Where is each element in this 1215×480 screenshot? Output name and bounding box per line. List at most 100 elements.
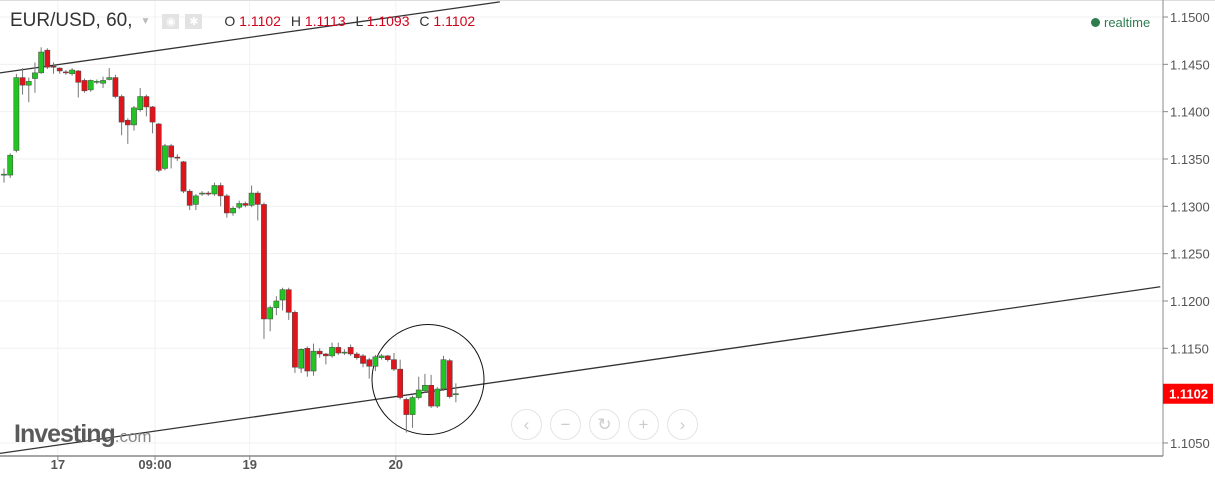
candle-body <box>415 389 422 398</box>
zoom-out-button[interactable]: − <box>550 409 581 440</box>
trendline <box>0 1 500 74</box>
candle-up <box>341 349 348 355</box>
candle-up <box>7 153 14 178</box>
logo-text: Investing <box>14 420 116 448</box>
candle-up <box>199 191 205 196</box>
candle-up <box>94 79 100 85</box>
candle-body <box>205 192 212 195</box>
logo-suffix: .com <box>114 427 152 446</box>
circle-annotation <box>371 324 485 436</box>
candle-body <box>446 360 453 397</box>
candle-up <box>230 206 236 216</box>
candle-body <box>279 289 286 301</box>
candle-up <box>453 383 459 403</box>
candle-up <box>13 73 20 153</box>
reset-button[interactable]: ↻ <box>589 409 620 440</box>
candle-body <box>267 307 274 320</box>
candle-down <box>217 182 224 207</box>
candle-down <box>186 189 193 211</box>
gear-icon[interactable]: ✱ <box>185 13 203 29</box>
current-price-label: 1.1102 <box>1169 387 1208 402</box>
trendline <box>0 286 1161 455</box>
candle-down <box>316 348 323 358</box>
candle-down <box>242 201 249 208</box>
candle-body <box>254 192 261 205</box>
candle-up <box>273 296 280 316</box>
candle-body <box>335 347 342 354</box>
candle-body <box>19 77 26 86</box>
candle-down <box>19 68 26 95</box>
x-tick-label: 20 <box>389 457 403 472</box>
y-tick-label: 1.1450 <box>1170 57 1210 72</box>
current-price-badge <box>1163 383 1213 404</box>
candle-body <box>242 203 249 206</box>
candle-body <box>87 80 94 91</box>
y-tick-label: 1.1200 <box>1170 294 1210 309</box>
candle-down <box>428 374 434 408</box>
y-tick-label: 1.1250 <box>1170 247 1210 262</box>
candle-down <box>205 191 212 196</box>
scroll-left-button[interactable]: ‹ <box>511 409 542 440</box>
candle-down <box>50 62 57 74</box>
y-tick-label: 1.1500 <box>1170 10 1210 25</box>
candle-body <box>353 353 360 359</box>
candle-up <box>100 76 106 88</box>
symbol-label[interactable]: EUR/USD, 60, <box>10 10 133 31</box>
zoom-in-button[interactable]: + <box>628 409 659 440</box>
x-tick-label: 17 <box>51 457 65 472</box>
chevron-down-icon[interactable]: ▼ <box>140 15 151 27</box>
candle-body <box>94 81 100 83</box>
candle-down <box>149 105 156 134</box>
candle-body <box>106 77 113 80</box>
candle-up <box>440 355 447 391</box>
x-tick-label: 09:00 <box>138 457 171 472</box>
candle-down <box>397 359 404 400</box>
candle-body <box>50 65 57 68</box>
candle-down <box>56 67 63 74</box>
candle-down <box>168 143 174 169</box>
candle-down <box>323 353 329 365</box>
y-tick-label: 1.1400 <box>1170 105 1210 120</box>
candle-up <box>329 342 335 358</box>
candle-body <box>236 203 243 208</box>
candle-down <box>223 194 230 218</box>
candle-body <box>316 350 323 355</box>
candle-body <box>137 96 144 111</box>
scroll-right-button[interactable]: › <box>667 409 698 440</box>
candle-body <box>124 119 131 126</box>
candle-down <box>304 346 311 377</box>
candle-body <box>100 80 106 84</box>
candle-body <box>453 393 459 395</box>
grid <box>0 0 1163 456</box>
close-label: C <box>419 13 430 29</box>
candle-body <box>69 69 75 75</box>
realtime-label: realtime <box>1104 15 1151 30</box>
candle-up <box>267 305 274 332</box>
candle-body <box>285 289 292 313</box>
candle-up <box>378 353 385 360</box>
candle-up <box>38 47 44 74</box>
candle-down <box>292 310 298 373</box>
candle-down <box>347 344 354 356</box>
candle-body <box>273 300 280 308</box>
candle-up <box>87 79 94 92</box>
candle-body <box>304 348 311 372</box>
candle-up <box>236 200 243 210</box>
open-label: O <box>224 13 236 29</box>
candle-up <box>25 77 32 103</box>
candle-body <box>162 145 168 169</box>
candle-up <box>211 182 218 196</box>
eye-icon[interactable]: ◉ <box>162 13 180 29</box>
candle-up <box>137 87 144 112</box>
investing-logo: Investing.com <box>14 420 152 449</box>
candle-body <box>341 351 348 354</box>
candle-body <box>409 397 416 415</box>
candle-down <box>384 354 391 362</box>
candle-body <box>397 368 404 398</box>
candle-body <box>63 71 69 74</box>
candle-up <box>131 105 137 131</box>
candle-down <box>360 353 366 368</box>
candle-body <box>298 349 304 369</box>
